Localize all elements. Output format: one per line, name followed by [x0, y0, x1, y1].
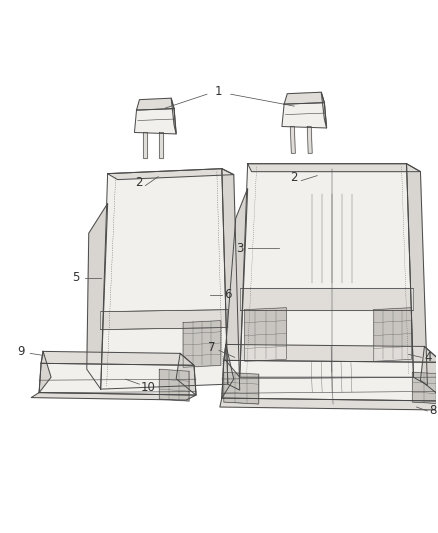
- Polygon shape: [220, 398, 438, 410]
- Polygon shape: [374, 308, 412, 361]
- Polygon shape: [222, 344, 234, 398]
- Polygon shape: [143, 132, 147, 158]
- Polygon shape: [134, 109, 176, 134]
- Polygon shape: [159, 132, 163, 158]
- Polygon shape: [41, 351, 194, 365]
- Polygon shape: [224, 344, 438, 362]
- Polygon shape: [31, 393, 196, 400]
- Polygon shape: [225, 189, 247, 377]
- Text: 2: 2: [290, 171, 298, 184]
- Polygon shape: [222, 168, 240, 390]
- Polygon shape: [406, 164, 427, 385]
- Text: 3: 3: [236, 241, 244, 255]
- Polygon shape: [171, 98, 176, 134]
- Text: 5: 5: [72, 271, 80, 285]
- Polygon shape: [87, 204, 108, 389]
- Polygon shape: [108, 168, 234, 180]
- Text: 2: 2: [134, 176, 142, 189]
- Polygon shape: [240, 164, 413, 377]
- Polygon shape: [247, 164, 420, 172]
- Text: 10: 10: [141, 381, 156, 394]
- Polygon shape: [222, 360, 438, 401]
- Polygon shape: [101, 310, 228, 329]
- Polygon shape: [307, 126, 312, 154]
- Text: 8: 8: [430, 405, 437, 417]
- Polygon shape: [413, 372, 438, 404]
- Polygon shape: [321, 92, 327, 128]
- Polygon shape: [101, 168, 228, 389]
- Polygon shape: [176, 353, 196, 395]
- Polygon shape: [39, 364, 196, 395]
- Polygon shape: [245, 308, 286, 361]
- Text: 7: 7: [208, 341, 215, 354]
- Text: 4: 4: [424, 351, 432, 364]
- Text: 6: 6: [224, 288, 232, 301]
- Polygon shape: [420, 346, 438, 401]
- Polygon shape: [284, 92, 325, 104]
- Polygon shape: [137, 98, 174, 110]
- Polygon shape: [282, 103, 327, 128]
- Text: 1: 1: [215, 85, 223, 98]
- Polygon shape: [224, 372, 258, 404]
- Polygon shape: [39, 351, 51, 393]
- Polygon shape: [159, 369, 189, 401]
- Polygon shape: [183, 321, 221, 367]
- Polygon shape: [240, 288, 413, 310]
- Polygon shape: [290, 126, 295, 154]
- Text: 9: 9: [18, 345, 25, 358]
